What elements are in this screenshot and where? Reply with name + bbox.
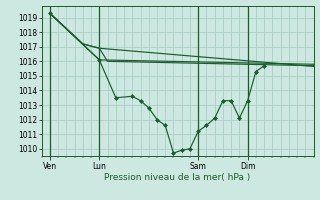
X-axis label: Pression niveau de la mer( hPa ): Pression niveau de la mer( hPa ) [104, 173, 251, 182]
